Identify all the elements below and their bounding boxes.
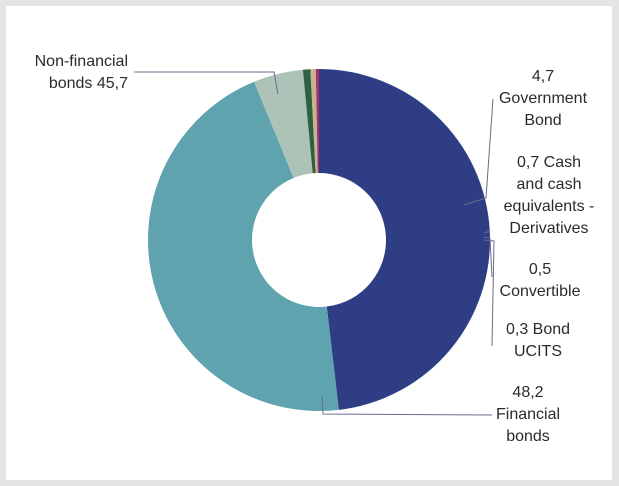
leader-line-cash [483,230,491,234]
label-ucits-line2: UCITS [514,343,562,360]
label-cash-derivatives: 0,7 Cash and cash equivalents - Derivati… [490,152,608,240]
label-financial-line3: bonds [506,428,550,445]
label-cash-line1: 0,7 Cash [516,154,582,171]
label-nonfinancial-line2: bonds 45,7 [48,75,128,92]
slice-financial-bonds [319,69,490,410]
chart-frame: Non-financial bonds 45,7 4,7 Government … [6,6,612,480]
leader-line-convertible [483,236,493,278]
label-nonfinancial-line1: Non-financial [34,53,128,70]
label-cash-line4: Derivatives [509,220,589,237]
label-bond-ucits: 0,3 Bond UCITS [492,319,584,363]
label-nonfinancial-bonds: Non-financial bonds 45,7 [35,51,128,95]
slice-government-bond [254,69,313,179]
label-financial-line2: Financial [495,406,561,423]
leader-line-nonfinancial [134,71,279,95]
label-government-value: 4,7 [531,68,555,85]
leader-line-financial [321,395,493,416]
slice-convertible [310,69,318,174]
label-convertible-value: 0,5 [528,261,552,278]
slice-non-financial-bonds [148,81,339,411]
label-government-bond: 4,7 Government Bond [492,66,594,132]
label-ucits-line1: 0,3 Bond [505,321,571,338]
label-convertible-line2: Convertible [499,283,581,300]
label-cash-line2: and cash [516,176,582,193]
leader-line-ucits [483,239,495,347]
slice-bond-ucits [315,69,319,174]
label-financial-bonds: 48,2 Financial bonds [490,382,566,448]
label-government-line3: Bond [524,112,562,129]
label-convertible: 0,5 Convertible [490,259,590,303]
label-government-line2: Government [498,90,588,107]
label-financial-value: 48,2 [512,384,544,401]
donut-chart [134,69,495,416]
slice-cash-and-cash-equivalents-derivatives [302,69,316,174]
leader-line-government [463,98,494,206]
label-cash-line3: equivalents - [503,198,595,215]
